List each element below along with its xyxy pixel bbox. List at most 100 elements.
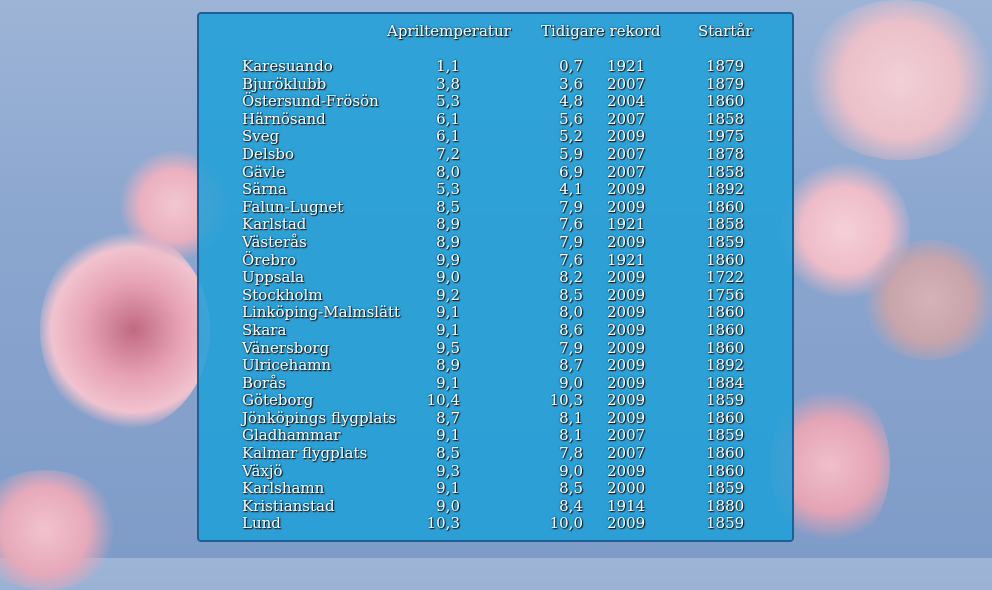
temperature-table-panel: Apriltemperatur Tidigare rekord Startår … [197, 12, 794, 542]
record-year: 2007 [607, 74, 646, 93]
table-row: Linköping-Malmslätt 9,1 8,0 2009 1860 [199, 304, 792, 322]
table-row: Särna 5,3 4,1 2009 1892 [199, 181, 792, 199]
record-year: 2007 [607, 426, 646, 445]
record-year: 1921 [607, 215, 646, 234]
station-name: Ulricehamn [242, 356, 332, 375]
april-temperature: 8,9 [436, 356, 460, 375]
station-name: Sveg [242, 127, 280, 146]
start-year: 1860 [706, 197, 745, 216]
station-name: Kristianstad [242, 496, 335, 515]
start-year: 1878 [706, 144, 745, 163]
start-year: 1975 [706, 127, 745, 146]
start-year: 1884 [706, 373, 745, 392]
table-row: Gladhammar 9,1 8,1 2007 1859 [199, 427, 792, 445]
station-name: Göteborg [242, 391, 314, 410]
april-temperature: 9,0 [436, 496, 460, 515]
previous-record: 7,9 [559, 232, 583, 251]
station-name: Särna [242, 180, 287, 199]
station-name: Östersund-Frösön [242, 92, 379, 111]
start-year: 1892 [706, 356, 745, 375]
april-temperature: 8,5 [436, 197, 460, 216]
record-year: 2007 [607, 144, 646, 163]
station-name: Bjuröklubb [242, 74, 327, 93]
previous-record: 7,6 [559, 215, 583, 234]
previous-record: 10,3 [549, 391, 583, 410]
record-year: 2009 [607, 180, 646, 199]
april-temperature: 5,3 [436, 180, 460, 199]
april-temperature: 9,1 [436, 303, 460, 322]
station-name: Härnösand [242, 109, 326, 128]
april-temperature: 5,3 [436, 92, 460, 111]
april-temperature: 9,1 [436, 320, 460, 339]
previous-record: 7,9 [559, 338, 583, 357]
table-row: Lund 10,3 10,0 2009 1859 [199, 515, 792, 533]
record-year: 2009 [607, 373, 646, 392]
previous-record: 7,6 [559, 250, 583, 269]
record-year: 1921 [607, 57, 646, 75]
record-year: 2009 [607, 514, 646, 533]
start-year: 1756 [706, 285, 745, 304]
station-name: Örebro [242, 250, 297, 269]
previous-record: 10,0 [549, 514, 583, 533]
previous-record: 8,2 [559, 268, 583, 287]
previous-record: 7,8 [559, 444, 583, 463]
april-temperature: 9,3 [436, 461, 460, 480]
record-year: 2007 [607, 109, 646, 128]
start-year: 1859 [706, 514, 745, 533]
table-row: Växjö 9,3 9,0 2009 1860 [199, 461, 792, 481]
station-name: Delsbo [242, 144, 295, 163]
start-year: 1858 [706, 215, 745, 234]
station-name: Stockholm [242, 285, 323, 304]
record-year: 2007 [607, 444, 646, 463]
record-year: 2009 [607, 408, 646, 427]
table-row: Östersund-Frösön 5,3 4,8 2004 1860 [199, 93, 792, 111]
previous-record: 8,5 [559, 285, 583, 304]
record-year: 2009 [607, 268, 646, 287]
april-temperature: 7,2 [436, 144, 460, 163]
april-temperature: 3,8 [436, 74, 460, 93]
previous-record: 8,4 [559, 496, 583, 515]
previous-record: 9,0 [559, 461, 583, 480]
header-previous-record: Tidigare rekord [541, 22, 661, 40]
table-row: Jönköpings flygplats 8,7 8,1 2009 1860 [199, 408, 792, 428]
previous-record: 5,2 [559, 127, 583, 146]
station-name: Karlshamn [242, 479, 325, 498]
table-row: Västerås 8,9 7,9 2009 1859 [199, 232, 792, 252]
april-temperature: 10,4 [426, 391, 460, 410]
background-blossom [0, 470, 120, 590]
april-temperature: 6,1 [436, 127, 460, 146]
april-temperature: 6,1 [436, 109, 460, 128]
station-name: Karlstad [242, 215, 307, 234]
record-year: 2000 [607, 479, 646, 498]
background-blossom [860, 240, 992, 360]
april-temperature: 9,1 [436, 479, 460, 498]
table-row: Kalmar flygplats 8,5 7,8 2007 1860 [199, 444, 792, 463]
station-name: Falun-Lugnet [242, 197, 344, 216]
table-row: Karlstad 8,9 7,6 1921 1858 [199, 216, 792, 234]
table-row: Falun-Lugnet 8,5 7,9 2009 1860 [199, 197, 792, 217]
table-row: Delsbo 7,2 5,9 2007 1878 [199, 144, 792, 164]
record-year: 2009 [607, 303, 646, 322]
previous-record: 8,1 [559, 408, 583, 427]
previous-record: 7,9 [559, 197, 583, 216]
previous-record: 9,0 [559, 373, 583, 392]
start-year: 1880 [706, 496, 745, 515]
header-start-year: Startår [698, 22, 753, 40]
previous-record: 5,9 [559, 144, 583, 163]
record-year: 1914 [607, 496, 646, 515]
background-blossom [800, 0, 992, 160]
april-temperature: 8,5 [436, 444, 460, 463]
april-temperature: 9,5 [436, 338, 460, 357]
april-temperature: 9,0 [436, 268, 460, 287]
previous-record: 3,6 [559, 74, 583, 93]
record-year: 2009 [607, 127, 646, 146]
record-year: 2009 [607, 338, 646, 357]
station-name: Uppsala [242, 268, 305, 287]
table-row: Borås 9,1 9,0 2009 1884 [199, 373, 792, 393]
header-april-temperature: Apriltemperatur [387, 22, 511, 40]
record-year: 2009 [607, 356, 646, 375]
table-row: Örebro 9,9 7,6 1921 1860 [199, 250, 792, 270]
start-year: 1879 [706, 57, 745, 75]
start-year: 1859 [706, 426, 745, 445]
record-year: 2004 [607, 92, 646, 111]
